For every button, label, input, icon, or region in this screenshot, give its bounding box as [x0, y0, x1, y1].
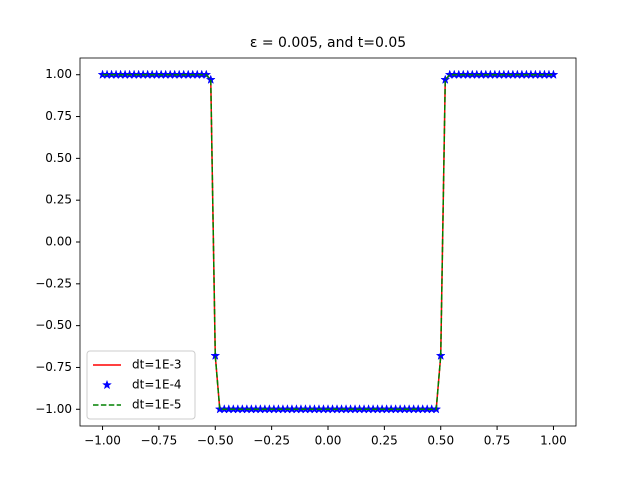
y-tick-label: −0.25 [35, 276, 72, 290]
y-tick-label: 0.75 [45, 109, 72, 123]
x-tick-label: −0.75 [141, 434, 178, 448]
star-marker [548, 69, 559, 79]
x-tick-label: 0.25 [371, 434, 398, 448]
series-line [102, 73, 554, 411]
legend-label: dt=1E-4 [132, 378, 182, 392]
x-tick-label: 1.00 [540, 434, 567, 448]
y-tick-label: −0.50 [35, 318, 72, 332]
y-tick-label: 1.00 [45, 67, 72, 81]
chart-title: ε = 0.005, and t=0.05 [250, 35, 406, 51]
legend-label: dt=1E-5 [132, 398, 182, 412]
legend-star [101, 379, 113, 390]
y-tick-label: −0.75 [35, 360, 72, 374]
x-tick-label: −0.25 [253, 434, 290, 448]
x-tick-label: 0.00 [315, 434, 342, 448]
y-tick-label: 0.00 [45, 235, 72, 249]
axes-frame [79, 57, 577, 427]
x-tick-label: −1.00 [84, 434, 121, 448]
y-tick-label: 0.25 [45, 193, 72, 207]
x-tick-label: −0.50 [197, 434, 234, 448]
legend-box [86, 350, 196, 420]
x-tick-label: 0.50 [427, 434, 454, 448]
y-tick-label: 0.50 [45, 151, 72, 165]
x-tick-label: 0.75 [484, 434, 511, 448]
legend-label: dt=1E-3 [132, 358, 182, 372]
y-tick-label: −1.00 [35, 402, 72, 416]
